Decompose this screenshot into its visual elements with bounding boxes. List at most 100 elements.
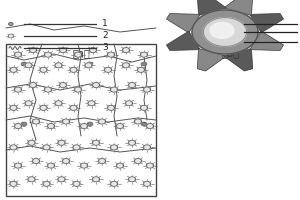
- Polygon shape: [29, 48, 37, 52]
- Polygon shape: [64, 160, 68, 162]
- Polygon shape: [107, 52, 115, 57]
- Polygon shape: [70, 67, 77, 72]
- Polygon shape: [44, 183, 49, 185]
- Polygon shape: [250, 31, 284, 50]
- Polygon shape: [55, 101, 62, 106]
- Polygon shape: [116, 124, 124, 128]
- Polygon shape: [11, 107, 16, 109]
- Polygon shape: [16, 164, 20, 167]
- Polygon shape: [55, 63, 62, 68]
- Polygon shape: [59, 178, 64, 181]
- Polygon shape: [16, 125, 20, 127]
- Polygon shape: [14, 163, 22, 168]
- Polygon shape: [70, 105, 77, 110]
- Polygon shape: [14, 87, 22, 92]
- Circle shape: [21, 62, 27, 66]
- Polygon shape: [146, 163, 154, 168]
- Polygon shape: [94, 84, 98, 86]
- Polygon shape: [116, 163, 124, 168]
- Polygon shape: [145, 146, 149, 149]
- Polygon shape: [62, 159, 70, 163]
- Polygon shape: [92, 177, 100, 182]
- Polygon shape: [14, 124, 22, 128]
- Polygon shape: [148, 125, 152, 127]
- Polygon shape: [59, 141, 64, 144]
- Polygon shape: [148, 164, 152, 167]
- Polygon shape: [142, 53, 146, 56]
- Polygon shape: [44, 52, 52, 57]
- Polygon shape: [58, 140, 65, 145]
- Polygon shape: [47, 163, 55, 168]
- Polygon shape: [197, 0, 226, 16]
- Polygon shape: [41, 107, 46, 109]
- Text: 3: 3: [102, 44, 108, 52]
- Polygon shape: [80, 124, 88, 128]
- Polygon shape: [127, 102, 131, 105]
- Polygon shape: [94, 178, 98, 181]
- Polygon shape: [40, 67, 47, 72]
- Polygon shape: [224, 0, 253, 16]
- Text: （b）: （b）: [222, 48, 240, 58]
- Polygon shape: [64, 120, 68, 123]
- Polygon shape: [146, 124, 154, 128]
- Polygon shape: [139, 69, 143, 71]
- Circle shape: [87, 62, 93, 66]
- Polygon shape: [71, 107, 76, 109]
- Polygon shape: [74, 87, 82, 92]
- Polygon shape: [11, 183, 16, 185]
- Polygon shape: [130, 84, 134, 86]
- Circle shape: [141, 122, 147, 126]
- Bar: [6, 44, 156, 196]
- Polygon shape: [11, 69, 16, 71]
- Polygon shape: [91, 49, 95, 51]
- Polygon shape: [110, 181, 118, 186]
- Polygon shape: [29, 178, 34, 181]
- Polygon shape: [106, 69, 110, 71]
- Polygon shape: [137, 67, 145, 72]
- Polygon shape: [112, 146, 116, 149]
- Polygon shape: [29, 141, 34, 144]
- Circle shape: [8, 22, 13, 26]
- Polygon shape: [89, 48, 97, 52]
- Polygon shape: [122, 63, 130, 68]
- Polygon shape: [112, 183, 116, 185]
- Polygon shape: [28, 140, 35, 145]
- Polygon shape: [56, 64, 61, 67]
- Polygon shape: [34, 160, 38, 162]
- Polygon shape: [73, 181, 80, 186]
- Polygon shape: [92, 83, 100, 87]
- Polygon shape: [98, 159, 106, 163]
- Polygon shape: [25, 63, 32, 68]
- Polygon shape: [224, 48, 253, 71]
- Polygon shape: [122, 48, 130, 52]
- Polygon shape: [110, 87, 118, 92]
- Polygon shape: [143, 145, 151, 150]
- Polygon shape: [118, 164, 122, 167]
- Polygon shape: [104, 67, 112, 72]
- Polygon shape: [124, 64, 128, 67]
- Polygon shape: [49, 125, 53, 127]
- Polygon shape: [28, 177, 35, 182]
- Polygon shape: [74, 146, 79, 149]
- Polygon shape: [118, 125, 122, 127]
- Polygon shape: [61, 84, 65, 86]
- Polygon shape: [134, 119, 142, 124]
- Polygon shape: [46, 53, 50, 56]
- Polygon shape: [56, 102, 61, 105]
- Polygon shape: [112, 88, 116, 91]
- Polygon shape: [85, 63, 92, 68]
- Polygon shape: [32, 119, 40, 124]
- Polygon shape: [203, 18, 247, 46]
- Polygon shape: [49, 164, 53, 167]
- Polygon shape: [25, 101, 32, 106]
- Polygon shape: [10, 181, 17, 186]
- Polygon shape: [140, 52, 148, 57]
- Polygon shape: [136, 120, 140, 123]
- Polygon shape: [32, 159, 40, 163]
- Polygon shape: [10, 35, 12, 37]
- Polygon shape: [92, 140, 100, 145]
- Polygon shape: [10, 105, 17, 110]
- Polygon shape: [71, 69, 76, 71]
- Polygon shape: [31, 49, 35, 51]
- Polygon shape: [128, 140, 136, 145]
